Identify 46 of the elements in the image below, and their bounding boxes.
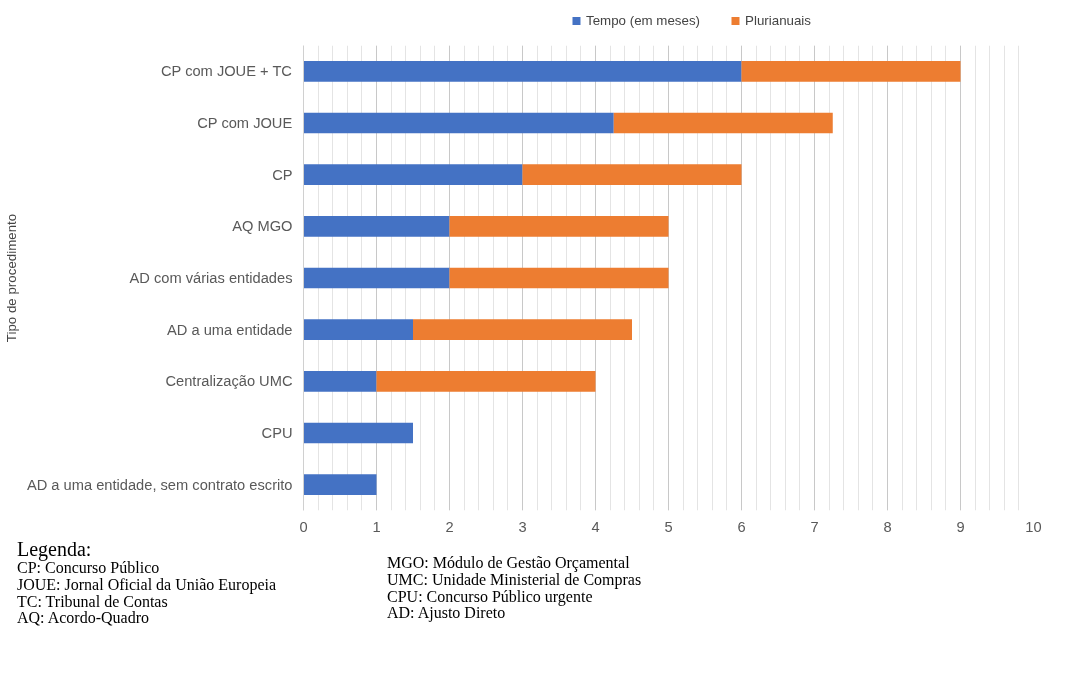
bar xyxy=(303,216,450,237)
text: TC: Tribunal de Contas xyxy=(17,592,169,611)
x-tick-label: 6 xyxy=(737,518,746,535)
bar xyxy=(741,61,961,82)
y-tick-label: CP xyxy=(272,166,293,183)
bar xyxy=(303,371,377,392)
x-tick-label: 10 xyxy=(1025,518,1042,535)
y-tick-label: AD a uma entidade, sem contrato escrito xyxy=(26,476,293,493)
x-tick-label: 3 xyxy=(518,518,527,535)
bar xyxy=(413,319,632,340)
y-tick-label: CPU xyxy=(261,425,293,441)
x-tick-label: 2 xyxy=(445,518,454,535)
y-tick-label: CP com JOUE xyxy=(197,115,293,131)
y-tick-label: AD a uma entidade xyxy=(167,321,293,338)
x-tick-label: 5 xyxy=(664,518,673,535)
y-tick-label: Centralização UMC xyxy=(165,373,293,390)
bar xyxy=(449,216,669,237)
x-tick-label: 8 xyxy=(883,518,892,535)
x-tick-label: 0 xyxy=(299,518,308,535)
bar xyxy=(303,319,413,340)
text: AD: Ajusto Direto xyxy=(387,604,507,623)
x-tick-label: 7 xyxy=(810,518,819,535)
bar xyxy=(376,371,596,392)
y-tick-label: AQ MGO xyxy=(232,218,293,235)
bar xyxy=(522,164,742,185)
bar xyxy=(303,267,450,289)
y-tick-label: CP com JOUE + TC xyxy=(160,63,293,80)
legend-label: Plurianuais xyxy=(745,12,812,28)
bar xyxy=(613,112,833,134)
legend-label: Tempo (em meses) xyxy=(585,12,701,28)
bar xyxy=(303,422,413,444)
bar xyxy=(303,474,377,495)
x-tick-label: 9 xyxy=(956,518,965,535)
y-tick-label: AD com várias entidades xyxy=(129,270,293,286)
text: CPU: Concurso Público urgente xyxy=(387,587,593,606)
text: JOUE: Jornal Oficial da União Europeia xyxy=(17,575,278,594)
y-axis-title: Tipo de procedimento xyxy=(3,213,19,343)
x-tick-label: 1 xyxy=(372,518,381,535)
bar xyxy=(303,112,614,134)
bar xyxy=(303,61,742,82)
text: AQ: Acordo-Quadro xyxy=(17,609,150,628)
bar xyxy=(303,164,523,185)
text: Legenda: xyxy=(17,538,93,560)
x-tick-label: 4 xyxy=(591,518,600,535)
bar xyxy=(449,267,669,289)
text: MGO: Módulo de Gestão Orçamental xyxy=(387,554,631,572)
